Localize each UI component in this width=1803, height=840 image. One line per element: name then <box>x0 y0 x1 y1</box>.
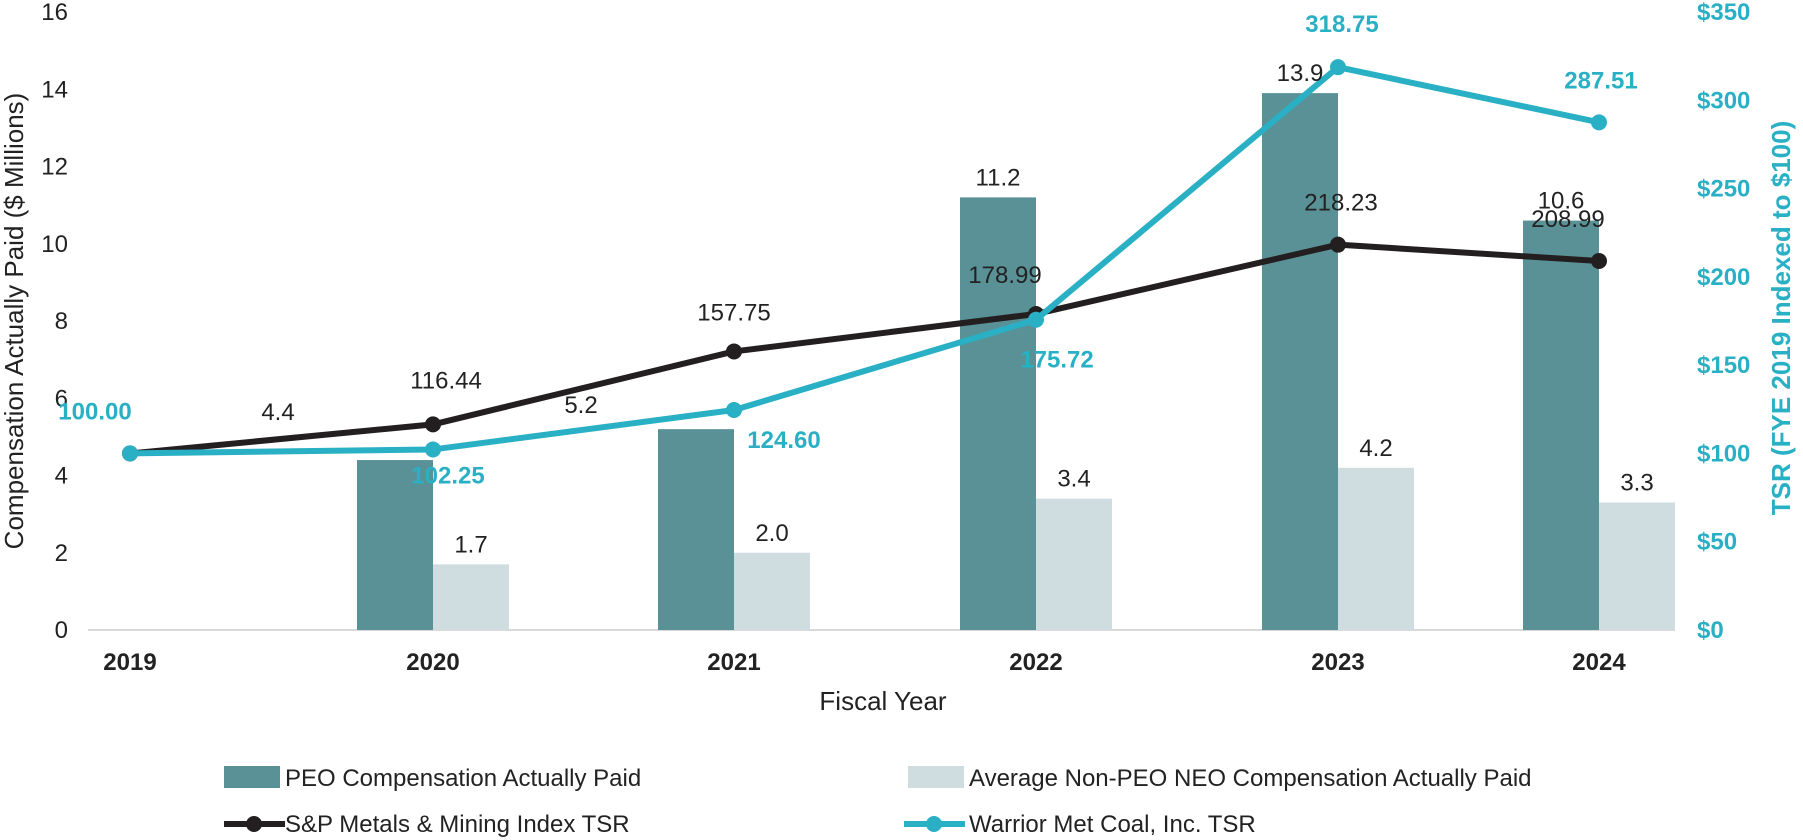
line-point <box>726 401 742 418</box>
legend-label: S&P Metals & Mining Index TSR <box>285 811 630 838</box>
y2-tick-label: $300 <box>1697 87 1750 114</box>
axes-layer: 0 2 4 6 8 10 12 14 16 $0 $50 $100 $150 $200 $250 $300 $3… <box>0 0 1796 716</box>
series-line <box>129 64 1600 457</box>
y-tick-label: 0 <box>55 617 68 644</box>
bar <box>357 460 433 630</box>
bar <box>1036 498 1112 630</box>
line-point <box>1330 59 1346 76</box>
legend-swatch <box>908 766 964 788</box>
y-tick-label: 14 <box>41 76 68 103</box>
bar-data-label: 13.9 <box>1277 60 1324 87</box>
line-data-label: 318.75 <box>1305 11 1378 38</box>
bar <box>734 552 810 630</box>
line-point <box>1330 236 1346 253</box>
line-point <box>425 416 441 433</box>
x-tick-label: 2021 <box>707 649 760 676</box>
y-tick-label: 2 <box>55 540 68 567</box>
y2-tick-label: $250 <box>1697 176 1750 203</box>
y2-tick-label: $350 <box>1697 0 1750 26</box>
bar <box>1523 220 1599 630</box>
legend-marker <box>926 816 942 832</box>
x-tick-label: 2019 <box>103 649 156 676</box>
line-data-label: 124.60 <box>747 427 820 454</box>
x-tick-label: 2020 <box>406 649 459 676</box>
legend: PEO Compensation Actually Paid Average No… <box>224 765 1532 838</box>
bar-data-label: 11.2 <box>976 164 1021 191</box>
legend-label: Average Non-PEO NEO Compensation Actuall… <box>969 765 1532 792</box>
x-tick-label: 2024 <box>1572 649 1626 676</box>
bar-data-label: 1.7 <box>454 531 487 558</box>
bar-data-label: 4.2 <box>1359 435 1392 462</box>
bar-data-label: 10.6 <box>1538 188 1585 215</box>
line-data-label: 100.00 <box>58 398 131 425</box>
legend-label: Warrior Met Coal, Inc. TSR <box>969 811 1256 838</box>
line-point <box>1591 252 1607 269</box>
labels-layer: 4.4 1.7 5.2 2.0 11.2 3.4 13.9 4.2 10.6 3.3 116.44 1… <box>58 11 1653 558</box>
y2-tick-label: $0 <box>1697 617 1724 644</box>
line-data-label: 175.72 <box>1020 347 1093 374</box>
line-data-label: 287.51 <box>1564 67 1637 94</box>
line-point <box>1591 114 1607 131</box>
bar-data-label: 3.3 <box>1620 470 1653 497</box>
line-data-label: 102.25 <box>411 462 484 489</box>
line-data-label: 178.99 <box>968 262 1041 289</box>
y-tick-label: 8 <box>55 308 68 335</box>
y-tick-label: 6 <box>55 385 68 412</box>
x-axis-title: Fiscal Year <box>819 686 947 716</box>
bar-data-label: 5.2 <box>564 392 597 419</box>
legend-swatch <box>224 766 280 788</box>
y-tick-label: 12 <box>41 154 68 181</box>
y-tick-label: 10 <box>41 231 68 258</box>
line-data-label: 208.99 <box>1531 206 1604 233</box>
bar <box>1262 93 1338 631</box>
y2-axis-title: TSR (FYE 2019 Indexed to $100) <box>1766 121 1796 515</box>
legend-marker <box>246 816 262 832</box>
line-point <box>122 445 138 462</box>
y2-tick-label: $200 <box>1697 264 1750 291</box>
line-point <box>726 343 742 360</box>
y2-tick-label: $50 <box>1697 529 1737 556</box>
y2-tick-label: $100 <box>1697 440 1750 467</box>
bar-data-label: 3.4 <box>1057 466 1090 493</box>
line-data-label: 218.23 <box>1304 190 1377 217</box>
bar <box>960 197 1036 630</box>
bar <box>1338 467 1414 630</box>
legend-label: PEO Compensation Actually Paid <box>285 765 641 792</box>
y-tick-label: 4 <box>55 463 68 490</box>
bar <box>433 564 509 630</box>
y-tick-label: 16 <box>41 0 68 26</box>
bar-data-label: 4.4 <box>261 399 294 426</box>
bar-data-label: 2.0 <box>755 520 788 547</box>
lines-layer <box>122 59 1607 462</box>
line-data-label: 157.75 <box>697 299 770 326</box>
bar <box>1599 502 1675 630</box>
line-point <box>1028 311 1044 328</box>
bar <box>658 429 734 630</box>
bars-layer <box>357 93 1675 631</box>
line-data-label: 116.44 <box>410 367 482 394</box>
y-axis-title: Compensation Actually Paid ($ Millions) <box>0 93 29 550</box>
series-line <box>129 241 1600 457</box>
y2-tick-label: $150 <box>1697 352 1750 379</box>
x-tick-label: 2023 <box>1311 649 1364 676</box>
x-tick-label: 2022 <box>1009 649 1062 676</box>
line-point <box>425 441 441 458</box>
